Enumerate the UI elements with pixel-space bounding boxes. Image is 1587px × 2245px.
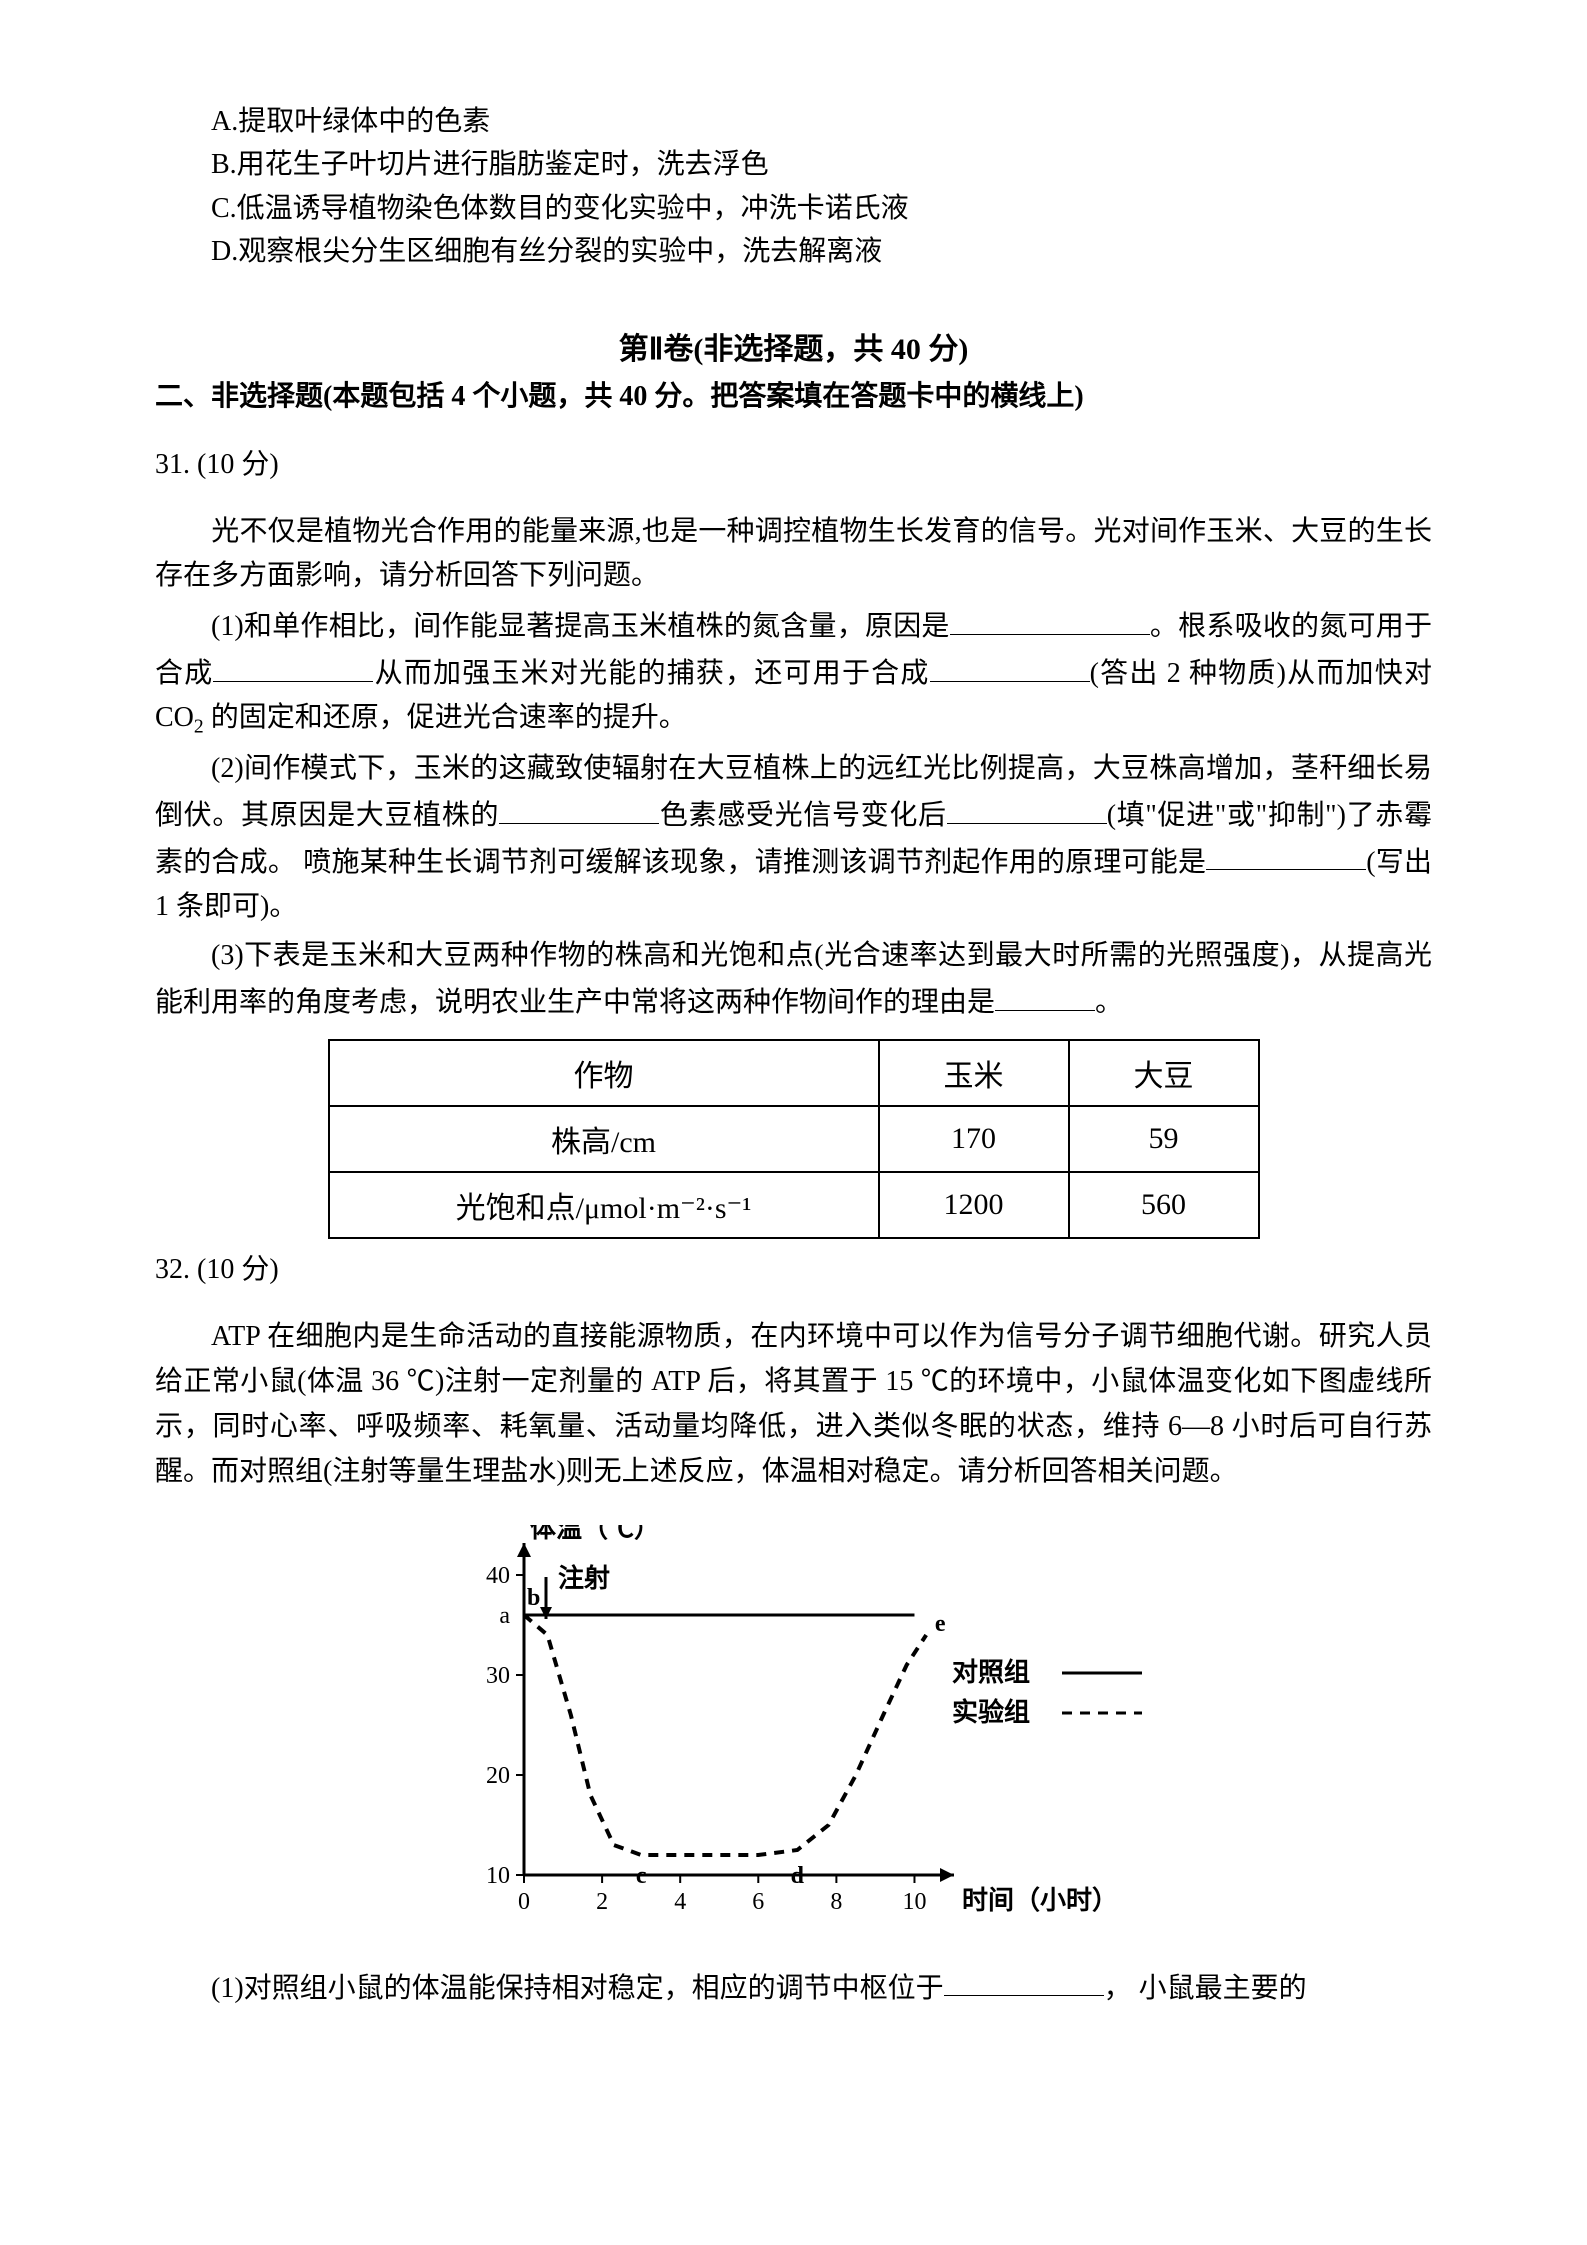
row2-c1: 1200: [879, 1172, 1069, 1238]
q31-part1: (1)和单作相比，间作能显著提高玉米植株的氮含量，原因是。根系吸收的氮可用于合成…: [155, 603, 1432, 743]
option-a: A.提取叶绿体中的色素: [155, 100, 1432, 143]
svg-text:10: 10: [486, 1863, 510, 1889]
row2-label: 光饱和点/μmol·m⁻²·s⁻¹: [329, 1172, 879, 1238]
option-c: C.低温诱导植物染色体数目的变化实验中，冲洗卡诺氏液: [155, 187, 1432, 230]
svg-text:8: 8: [830, 1889, 842, 1915]
svg-text:0: 0: [518, 1889, 530, 1915]
q31-2-b: 色素感受光信号变化后: [659, 800, 947, 831]
blank-5: [947, 792, 1107, 824]
co2-sub: 2: [194, 717, 204, 738]
svg-text:b: b: [527, 1585, 540, 1611]
q31-3-b: 。: [1095, 987, 1123, 1018]
exam-page: A.提取叶绿体中的色素 B.用花生子叶切片进行脂肪鉴定时，洗去浮色 C.低温诱导…: [0, 0, 1587, 2245]
blank-8: [944, 1965, 1104, 1997]
svg-text:30: 30: [486, 1663, 510, 1689]
svg-text:a: a: [499, 1603, 510, 1629]
chart-svg: 10 20 30 40 a 0 2 4 6 8 10 体温（℃） 时间（小时） 注射 b c d e 对照组实验组: [434, 1525, 1154, 1945]
table-header-row: 作物 玉米 大豆: [329, 1040, 1259, 1106]
svg-text:注射: 注射: [558, 1563, 610, 1593]
svg-text:c: c: [635, 1863, 646, 1889]
blank-3: [930, 650, 1090, 682]
row2-c2: 560: [1069, 1172, 1259, 1238]
blank-4: [499, 792, 659, 824]
svg-text:d: d: [790, 1863, 804, 1889]
svg-text:时间（小时）: 时间（小时）: [962, 1886, 1118, 1915]
th-soy: 大豆: [1069, 1040, 1259, 1106]
option-d: D.观察根尖分生区细胞有丝分裂的实验中，洗去解离液: [155, 230, 1432, 273]
q32-number: 32. (10 分): [155, 1247, 1432, 1287]
svg-text:实验组: 实验组: [952, 1697, 1030, 1727]
row1-c2: 59: [1069, 1106, 1259, 1172]
svg-text:40: 40: [486, 1563, 510, 1589]
row1-c1: 170: [879, 1106, 1069, 1172]
q31-intro: 光不仅是植物光合作用的能量来源,也是一种调控植物生长发育的信号。光对间作玉米、大…: [155, 510, 1432, 600]
table-row: 光饱和点/μmol·m⁻²·s⁻¹ 1200 560: [329, 1172, 1259, 1238]
q31-intro-text: 光不仅是植物光合作用的能量来源,也是一种调控植物生长发育的信号。光对间作玉米、大…: [155, 516, 1432, 592]
q32-1-a: (1)对照组小鼠的体温能保持相对稳定，相应的调节中枢位于: [211, 1972, 944, 2003]
q31-part3: (3)下表是玉米和大豆两种作物的株高和光饱和点(光合速率达到最大时所需的光照强度…: [155, 934, 1432, 1025]
svg-text:e: e: [934, 1611, 945, 1637]
option-b: B.用花生子叶切片进行脂肪鉴定时，洗去浮色: [155, 143, 1432, 186]
q31-1-a: (1)和单作相比，间作能显著提高玉米植株的氮含量，原因是: [211, 611, 950, 642]
svg-text:6: 6: [752, 1889, 764, 1915]
q31-1-e: 的固定和还原，促进光合速率的提升。: [204, 702, 687, 733]
th-corn: 玉米: [879, 1040, 1069, 1106]
temperature-chart: 10 20 30 40 a 0 2 4 6 8 10 体温（℃） 时间（小时） 注射 b c d e 对照组实验组: [434, 1525, 1154, 1945]
section-ii-title: 第Ⅱ卷(非选择题，共 40 分): [155, 324, 1432, 368]
blank-7: [995, 979, 1095, 1011]
blank-1: [950, 603, 1150, 635]
blank-6: [1206, 839, 1366, 871]
svg-text:2: 2: [596, 1889, 608, 1915]
q31-3-a: (3)下表是玉米和大豆两种作物的株高和光饱和点(光合速率达到最大时所需的光照强度…: [155, 940, 1432, 1018]
q32-part1: (1)对照组小鼠的体温能保持相对稳定，相应的调节中枢位于 ， 小鼠最主要的: [155, 1965, 1432, 2012]
svg-text:4: 4: [674, 1889, 686, 1915]
q31-part2: (2)间作模式下，玉米的这藏致使辐射在大豆植株上的远红光比例提高，大豆株高增加，…: [155, 747, 1432, 930]
q31-1-c: 从而加强玉米对光能的捕获，还可用于合成: [373, 658, 929, 689]
svg-text:20: 20: [486, 1763, 510, 1789]
th-crop: 作物: [329, 1040, 879, 1106]
row1-label: 株高/cm: [329, 1106, 879, 1172]
svg-text:体温（℃）: 体温（℃）: [530, 1525, 660, 1543]
q32-1-b: ， 小鼠最主要的: [1104, 1972, 1307, 2003]
table-row: 株高/cm 170 59: [329, 1106, 1259, 1172]
crop-table: 作物 玉米 大豆 株高/cm 170 59 光饱和点/μmol·m⁻²·s⁻¹ …: [328, 1039, 1260, 1239]
q32-intro: ATP 在细胞内是生命活动的直接能源物质，在内环境中可以作为信号分子调节细胞代谢…: [155, 1315, 1432, 1494]
svg-text:10: 10: [902, 1889, 926, 1915]
blank-2: [213, 650, 373, 682]
q32-intro-text: ATP 在细胞内是生命活动的直接能源物质，在内环境中可以作为信号分子调节细胞代谢…: [155, 1321, 1432, 1486]
q31-number: 31. (10 分): [155, 442, 1432, 482]
svg-text:对照组: 对照组: [952, 1657, 1030, 1687]
section-ii-subtitle: 二、非选择题(本题包括 4 个小题，共 40 分。把答案填在答题卡中的横线上): [155, 374, 1432, 414]
